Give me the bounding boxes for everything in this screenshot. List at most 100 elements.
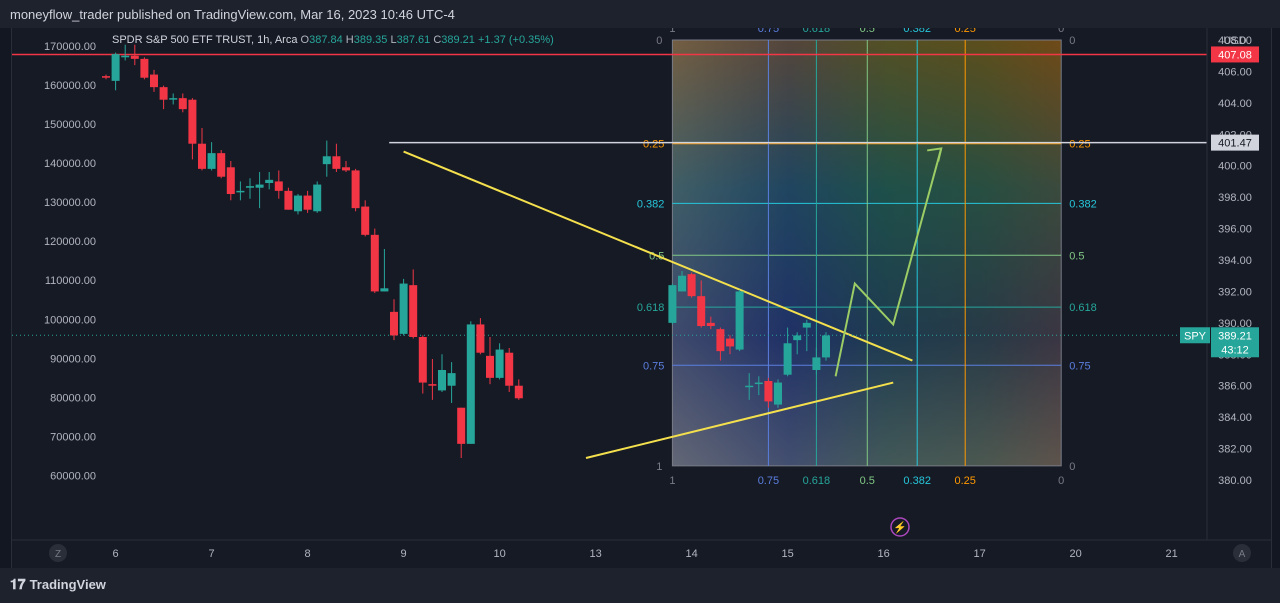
candle-body-24 [332,156,341,169]
candle-body-37 [457,407,466,444]
x-axis-tick-4: 10 [493,548,505,560]
candle-body-46 [687,274,696,297]
zoom-button-bg [49,544,67,562]
price-tag-0: 407.08 [1218,49,1252,61]
last-price-value: 389.21 [1218,330,1252,342]
fib-level-label-right-3: 0.618 [1069,302,1097,314]
legend-low: 387.61 [396,34,431,46]
fib-corner-bottom-left: 1 [656,461,662,473]
candle-body-19 [284,190,293,210]
right-axis-tick-1: 382.00 [1218,444,1252,456]
last-price-tag-bg [1211,327,1259,358]
fib-top-left-label: 1 [669,28,675,35]
candle-body-26 [351,170,360,209]
fib-time-label-bottom-3: 0.382 [903,475,931,487]
brand-name: TradingView [29,577,106,592]
fib-level-label-right-1: 0.382 [1069,198,1097,210]
candle-body-44 [668,285,677,323]
candle-body-53 [754,382,763,385]
right-axis-bg [1207,28,1271,540]
candle-body-6 [159,87,168,100]
candle-body-1 [111,54,120,81]
candle-body-25 [342,167,350,171]
legend-change: +1.37 (+0.35%) [477,34,554,46]
symbol-legend: SPDR S&P 500 ETF TRUST, 1h, Arca O387.84… [112,34,554,46]
candle-body-18 [274,181,283,191]
left-axis-tick-5: 110000.00 [45,275,96,287]
left-axis-tick-4: 100000.00 [44,314,96,326]
lower-trendline [585,381,894,459]
candle-body-49 [716,329,725,352]
auto-scale-button-bg [1233,544,1251,562]
legend-close: 389.21 [441,34,475,46]
x-axis-tick-2: 8 [305,548,311,560]
candle-body-15 [246,186,254,188]
legend-symbol: SPDR S&P 500 ETF TRUST, 1h, Arca [112,34,298,46]
candle-body-16 [255,184,264,188]
right-axis-tick-10: 400.00 [1218,161,1252,173]
candle-body-27 [361,206,370,235]
left-axis-tick-8: 140000.00 [44,158,96,170]
right-axis-tick-9: 398.00 [1218,192,1252,204]
legend-open-label: O [300,34,310,46]
candle-body-33 [418,337,427,383]
candle-body-32 [409,285,418,337]
x-axis-tick-6: 14 [685,548,697,560]
chart-area[interactable]: 0.25 0.25 0.382 0.382 0.5 0.5 0.618 0.618 0.75 0.… [11,23,1272,568]
right-axis-tick-8: 396.00 [1218,224,1252,236]
candle-body-52 [745,385,754,388]
legend-high: 389.35 [353,34,388,46]
price-tag-bg-1 [1211,134,1259,151]
candle-body-34 [428,384,437,386]
fib-time-label-top-2: 0.5 [860,28,875,35]
tradingview-logo-icon: 𝟏𝟕 [10,577,26,593]
right-axis-tick-14: 408.00 [1218,35,1252,47]
right-axis-tick-6: 392.00 [1218,286,1252,298]
fib-time-label-bottom-1: 0.618 [803,475,831,487]
candle-body-50 [726,338,734,347]
auto-scale-button-label: A [1239,549,1246,560]
fib-level-label-right-0: 0.25 [1069,139,1090,151]
price-tag-1: 401.47 [1218,138,1252,150]
left-axis-tick-1: 70000.00 [50,431,96,443]
footer-bar: 𝟏𝟕 TradingView [0,568,1280,603]
lightning-icon: ⚡ [893,521,907,534]
candle-body-8 [178,98,187,110]
price-chart[interactable]: 0.25 0.25 0.382 0.382 0.5 0.5 0.618 0.618 0.75 0.… [12,23,1271,568]
candle-body-11 [207,153,216,169]
candle-body-13 [226,167,235,194]
candle-body-28 [370,234,379,292]
candle-body-58 [802,322,811,328]
x-axis-tick-9: 17 [973,548,985,560]
candle-body-10 [198,143,206,169]
candle-body-17 [265,179,274,183]
x-axis-bg [12,540,1271,568]
candle-body-56 [783,343,792,375]
candle-body-35 [438,370,446,391]
event-marker-icon [890,517,910,537]
last-price-symbol-bg [1180,327,1210,344]
candle-body-20 [294,195,302,212]
right-axis-tick-3: 386.00 [1218,381,1252,393]
x-axis-tick-3: 9 [401,548,407,560]
fib-corner-bottom-right: 0 [1069,461,1075,473]
fib-level-label-left-4: 0.75 [643,360,664,372]
zoom-button-label: Z [55,549,61,560]
publish-header: moneyflow_trader published on TradingVie… [0,0,1280,28]
x-axis-tick-11: 21 [1165,548,1177,560]
legend-high-label: H [345,34,354,46]
fib-time-label-bottom-0: 0.75 [758,475,779,487]
right-axis-tick-12: 404.00 [1218,98,1252,110]
tradingview-logo[interactable]: 𝟏𝟕 TradingView [10,577,106,593]
candle-body-42 [505,352,514,386]
candle-body-45 [678,275,686,292]
candle-body-29 [380,288,389,292]
candle-body-54 [764,381,773,402]
fib-level-label-right-2: 0.5 [1069,250,1084,262]
left-axis-tick-3: 90000.00 [50,353,96,365]
fib-level-label-right-4: 0.75 [1069,360,1090,372]
fib-time-label-top-3: 0.382 [903,28,931,35]
fib-corner-top-right: 0 [1069,35,1075,47]
left-axis-tick-0: 60000.00 [50,470,96,482]
candle-body-9 [188,99,197,144]
